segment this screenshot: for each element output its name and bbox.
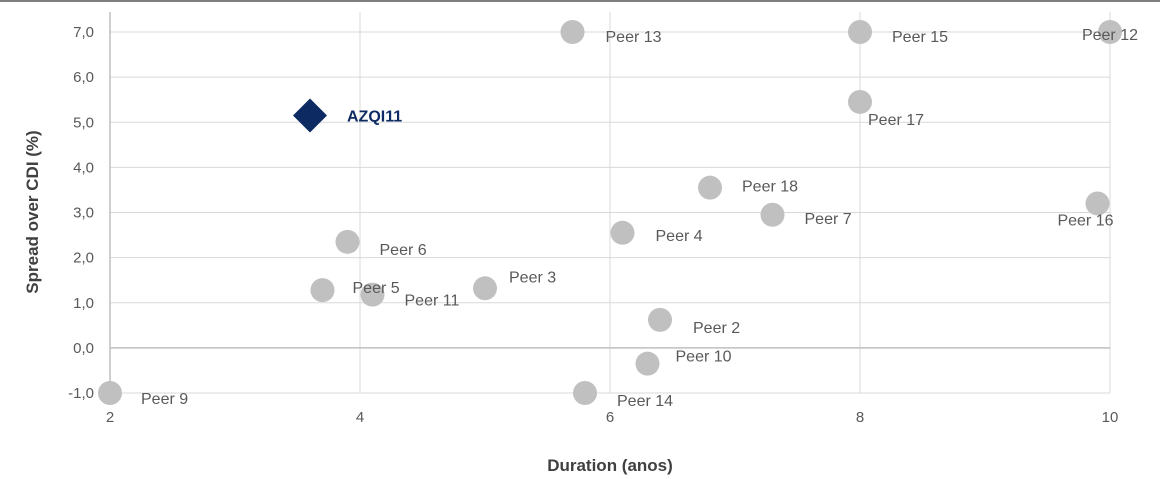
x-tick-label: 10 — [1102, 409, 1119, 426]
peer-label: Peer 12 — [1082, 27, 1138, 44]
peer-point — [310, 278, 335, 303]
peer-point — [335, 229, 360, 254]
peer-point — [1085, 191, 1110, 216]
peer-point — [360, 282, 385, 307]
peer-label: Peer 18 — [742, 179, 798, 196]
y-tick-label: 5,0 — [73, 114, 94, 131]
peer-label: Peer 11 — [405, 293, 460, 310]
x-axis-title: Duration (anos) — [547, 456, 673, 475]
peer-label: Peer 16 — [1057, 212, 1113, 229]
gridlines — [110, 12, 1111, 394]
peer-point — [610, 220, 635, 245]
peer-point — [98, 381, 122, 405]
peer-point — [560, 20, 585, 44]
y-axis-title: Spread over CDI (%) — [23, 130, 42, 293]
data-points — [98, 20, 1122, 405]
peer-point — [648, 307, 672, 332]
axes — [109, 12, 1110, 393]
peer-point — [573, 381, 597, 405]
peer-label: Peer 3 — [509, 269, 556, 286]
y-tick-label: -1,0 — [68, 385, 94, 402]
peer-label: Peer 9 — [141, 391, 188, 408]
highlight-label: AZQI11 — [347, 108, 402, 125]
peer-point — [1098, 20, 1122, 44]
x-tick-label: 4 — [356, 409, 364, 426]
y-tick-label: 2,0 — [73, 250, 94, 267]
x-tick-label: 6 — [606, 409, 614, 426]
peer-label: Peer 14 — [617, 393, 673, 410]
peer-point — [473, 276, 497, 301]
peer-label: Peer 4 — [656, 228, 703, 245]
peer-label: Peer 10 — [676, 349, 732, 366]
peer-label: Peer 15 — [892, 29, 948, 46]
peer-label: Peer 17 — [868, 112, 924, 129]
y-tick-label: 3,0 — [73, 205, 94, 222]
highlight-point — [293, 98, 327, 133]
peer-label: Peer 13 — [606, 29, 662, 46]
y-tick-label: 0,0 — [73, 340, 94, 357]
point-labels: Peer 2 Peer 3 Peer 4 Peer 5 Peer 6 Peer 7 Peer… — [141, 27, 1138, 410]
y-tick-label: 4,0 — [73, 159, 94, 176]
peer-point — [848, 89, 872, 114]
peer-point — [698, 175, 722, 200]
peer-point — [848, 20, 872, 44]
peer-label: Peer 2 — [693, 320, 740, 337]
y-tick-label: 6,0 — [73, 69, 94, 86]
y-tick-label: 7,0 — [73, 24, 94, 41]
peer-point — [635, 351, 660, 376]
tick-labels: -1,0 0,0 1,0 2,0 3,0 4,0 5,0 6,0 7,0 2 4 6 8 10 — [68, 24, 1118, 426]
peer-label: Peer 5 — [353, 280, 400, 297]
y-tick-label: 1,0 — [73, 295, 94, 312]
peer-label: Peer 7 — [805, 211, 852, 228]
peer-label: Peer 6 — [380, 242, 427, 259]
x-tick-label: 2 — [106, 409, 114, 426]
peer-point — [760, 202, 785, 227]
x-tick-label: 8 — [856, 409, 864, 426]
